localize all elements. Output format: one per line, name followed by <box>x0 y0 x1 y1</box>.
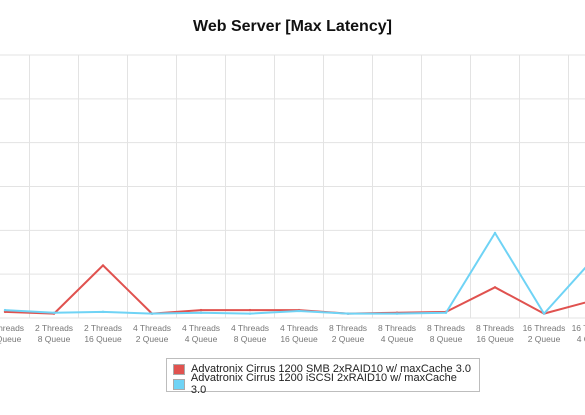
x-tick-label: 4 Threads <box>231 323 269 333</box>
series-line-1 <box>4 231 585 315</box>
data-point <box>199 308 203 312</box>
data-point <box>3 308 7 312</box>
data-point <box>297 309 301 313</box>
x-tick-label: 4 Queue <box>381 334 414 344</box>
x-tick-label: 16 Queue <box>476 334 514 344</box>
legend-label-smb: Advatronix Cirrus 1200 SMB 2xRAID10 w/ m… <box>191 363 472 375</box>
data-point <box>542 312 546 315</box>
x-tick-label: 4 Threads <box>133 323 171 333</box>
legend-item-iscsi: Advatronix Cirrus 1200 iSCSI 2xRAID10 w/… <box>173 372 473 396</box>
data-point <box>199 311 203 314</box>
x-tick-label: 2 Queue <box>332 334 365 344</box>
x-tick-label: 4 Queue <box>185 334 218 344</box>
x-tick-label: 16 Threads <box>523 323 566 333</box>
x-tick-label: 16 Threads <box>572 323 585 333</box>
x-tick-label: 8 Queue <box>234 334 267 344</box>
data-point <box>101 310 105 314</box>
data-point <box>150 312 154 315</box>
x-tick-label: 4 Threads <box>280 323 318 333</box>
x-tick-label: 16 Queue <box>84 334 122 344</box>
x-tick-label: 2 Queue <box>136 334 169 344</box>
x-tick-label: 1 Queue <box>0 334 22 344</box>
x-tick-label: 16 Queue <box>280 334 318 344</box>
data-point <box>248 312 252 315</box>
legend-swatch-iscsi <box>173 378 185 390</box>
data-point <box>52 311 56 314</box>
data-point <box>3 310 7 314</box>
data-point <box>493 286 497 289</box>
data-point <box>248 308 252 312</box>
x-tick-label: 4 Queue <box>577 334 585 344</box>
x-tick-label: 2 Queue <box>528 334 561 344</box>
data-point <box>346 312 350 315</box>
legend-swatch-smb <box>173 363 185 375</box>
data-point <box>444 311 448 314</box>
x-tick-label: 2 Threads <box>35 323 73 333</box>
x-tick-label: 2 Threads <box>0 323 24 333</box>
x-tick-label: 8 Threads <box>427 323 465 333</box>
chart-title: Web Server [Max Latency] <box>193 18 392 35</box>
x-tick-label: 8 Threads <box>378 323 416 333</box>
legend-label-iscsi: Advatronix Cirrus 1200 iSCSI 2xRAID10 w/… <box>190 372 457 396</box>
x-tick-label: 8 Queue <box>430 334 463 344</box>
data-point <box>395 312 399 315</box>
x-tick-label: 2 Threads <box>84 323 122 333</box>
x-tick-label: 8 Threads <box>476 323 514 333</box>
x-tick-label: 8 Queue <box>38 334 71 344</box>
series-line-0 <box>4 264 585 315</box>
legend: Advatronix Cirrus 1200 SMB 2xRAID10 w/ m… <box>166 358 480 396</box>
x-tick-label: 4 Threads <box>182 323 220 333</box>
x-tick-label: 8 Threads <box>329 323 367 333</box>
data-point <box>101 264 105 267</box>
data-point <box>493 231 497 235</box>
legend-item-smb: Advatronix Cirrus 1200 SMB 2xRAID10 w/ m… <box>173 362 473 376</box>
